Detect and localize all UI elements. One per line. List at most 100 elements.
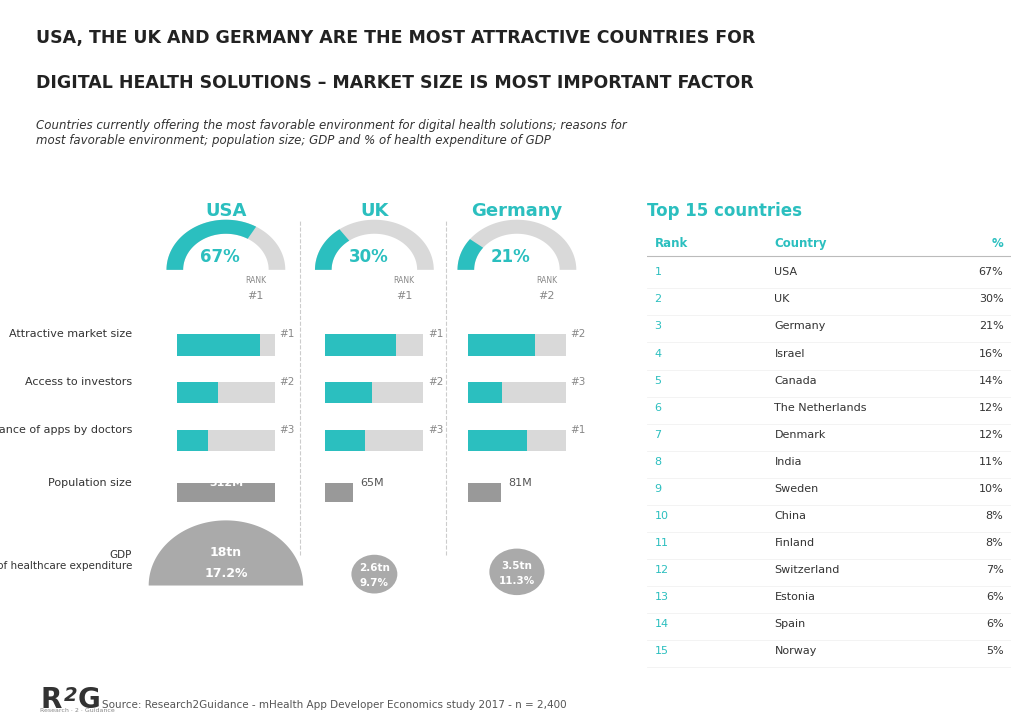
Bar — [326, 483, 353, 503]
Text: UK: UK — [774, 294, 790, 304]
Text: Israel: Israel — [774, 348, 805, 358]
Text: 14: 14 — [654, 619, 669, 629]
Text: #3: #3 — [570, 377, 586, 387]
Bar — [468, 483, 501, 503]
Text: 81M: 81M — [508, 478, 532, 488]
Bar — [468, 382, 566, 403]
Text: USA, THE UK AND GERMANY ARE THE MOST ATTRACTIVE COUNTRIES FOR: USA, THE UK AND GERMANY ARE THE MOST ATT… — [36, 29, 756, 47]
Text: GDP
% of healthcare expenditure: GDP % of healthcare expenditure — [0, 549, 132, 571]
Circle shape — [489, 549, 545, 595]
Text: Finland: Finland — [774, 538, 814, 548]
Text: 21%: 21% — [492, 248, 530, 266]
Text: Access to investors: Access to investors — [25, 377, 132, 387]
Text: Research · 2 · Guidance: Research · 2 · Guidance — [41, 707, 115, 712]
Text: Population size: Population size — [48, 478, 132, 488]
Text: 7%: 7% — [986, 565, 1004, 575]
Bar — [326, 382, 423, 403]
Text: 11.3%: 11.3% — [499, 576, 536, 586]
Text: 6: 6 — [654, 402, 662, 412]
Text: RANK: RANK — [245, 276, 266, 286]
Text: Country: Country — [774, 237, 827, 250]
Text: India: India — [774, 456, 802, 466]
Text: 7: 7 — [654, 430, 662, 440]
Bar — [177, 430, 274, 451]
Text: Estonia: Estonia — [774, 592, 815, 602]
Text: 12%: 12% — [979, 402, 1004, 412]
Text: Countries currently offering the most favorable environment for digital health s: Countries currently offering the most fa… — [36, 119, 627, 147]
Text: 3: 3 — [654, 322, 662, 332]
Bar — [177, 483, 274, 503]
Text: 30%: 30% — [348, 248, 388, 266]
Text: Norway: Norway — [774, 646, 817, 656]
Text: 9.7%: 9.7% — [359, 578, 389, 588]
Text: G: G — [78, 686, 100, 714]
Text: Source: Research2Guidance - mHealth App Developer Economics study 2017 - n = 2,4: Source: Research2Guidance - mHealth App … — [102, 700, 567, 709]
Polygon shape — [315, 229, 349, 270]
Text: #1: #1 — [248, 291, 264, 301]
Text: #3: #3 — [280, 425, 295, 435]
Text: Switzerland: Switzerland — [774, 565, 840, 575]
Polygon shape — [167, 220, 286, 270]
Text: Sweden: Sweden — [774, 484, 818, 494]
Text: 11%: 11% — [979, 456, 1004, 466]
Bar — [326, 382, 373, 403]
Text: RANK: RANK — [393, 276, 415, 286]
Bar — [468, 430, 566, 451]
Text: #3: #3 — [428, 425, 443, 435]
Bar — [177, 335, 260, 355]
Text: RANK: RANK — [536, 276, 557, 286]
Text: #1: #1 — [570, 425, 586, 435]
Text: 8: 8 — [654, 456, 662, 466]
Text: 16%: 16% — [979, 348, 1004, 358]
Text: China: China — [774, 511, 807, 521]
Text: 18tn: 18tn — [210, 547, 242, 559]
Text: Germany: Germany — [471, 202, 562, 220]
Bar — [326, 430, 423, 451]
Text: Attractive market size: Attractive market size — [9, 329, 132, 340]
Text: 14%: 14% — [979, 376, 1004, 386]
Text: 9: 9 — [654, 484, 662, 494]
Polygon shape — [315, 220, 434, 270]
Text: Spain: Spain — [774, 619, 806, 629]
Text: 8%: 8% — [986, 511, 1004, 521]
Bar — [326, 335, 423, 355]
Text: 67%: 67% — [200, 248, 240, 266]
Text: DIGITAL HEALTH SOLUTIONS – MARKET SIZE IS MOST IMPORTANT FACTOR: DIGITAL HEALTH SOLUTIONS – MARKET SIZE I… — [36, 74, 754, 92]
Text: 67%: 67% — [979, 267, 1004, 278]
Bar — [468, 430, 526, 451]
Text: USA: USA — [205, 202, 247, 220]
Text: #2: #2 — [539, 291, 555, 301]
Bar — [177, 382, 218, 403]
Text: 11: 11 — [654, 538, 669, 548]
Circle shape — [351, 554, 397, 593]
Text: 6%: 6% — [986, 619, 1004, 629]
Bar — [468, 335, 535, 355]
Text: 4: 4 — [654, 348, 662, 358]
Text: Germany: Germany — [774, 322, 825, 332]
Text: Acceptance of apps by doctors: Acceptance of apps by doctors — [0, 425, 132, 435]
Text: #1: #1 — [280, 329, 295, 340]
Text: 6%: 6% — [986, 592, 1004, 602]
Polygon shape — [458, 239, 483, 270]
Text: 2: 2 — [654, 294, 662, 304]
Text: 17.2%: 17.2% — [204, 567, 248, 580]
Text: Canada: Canada — [774, 376, 817, 386]
Text: %: % — [991, 237, 1004, 250]
Text: 10: 10 — [654, 511, 669, 521]
Text: 65M: 65M — [360, 478, 384, 488]
Text: Top 15 countries: Top 15 countries — [647, 202, 802, 220]
Text: #2: #2 — [570, 329, 586, 340]
Text: USA: USA — [774, 267, 798, 278]
Text: 10%: 10% — [979, 484, 1004, 494]
Text: 3.5tn: 3.5tn — [502, 561, 532, 571]
Text: 12%: 12% — [979, 430, 1004, 440]
Text: The Netherlands: The Netherlands — [774, 402, 867, 412]
Text: #2: #2 — [280, 377, 295, 387]
Text: Rank: Rank — [654, 237, 688, 250]
Polygon shape — [148, 521, 303, 585]
Text: 21%: 21% — [979, 322, 1004, 332]
Bar — [177, 335, 274, 355]
Text: R: R — [41, 686, 61, 714]
Text: UK: UK — [360, 202, 388, 220]
Text: 13: 13 — [654, 592, 669, 602]
